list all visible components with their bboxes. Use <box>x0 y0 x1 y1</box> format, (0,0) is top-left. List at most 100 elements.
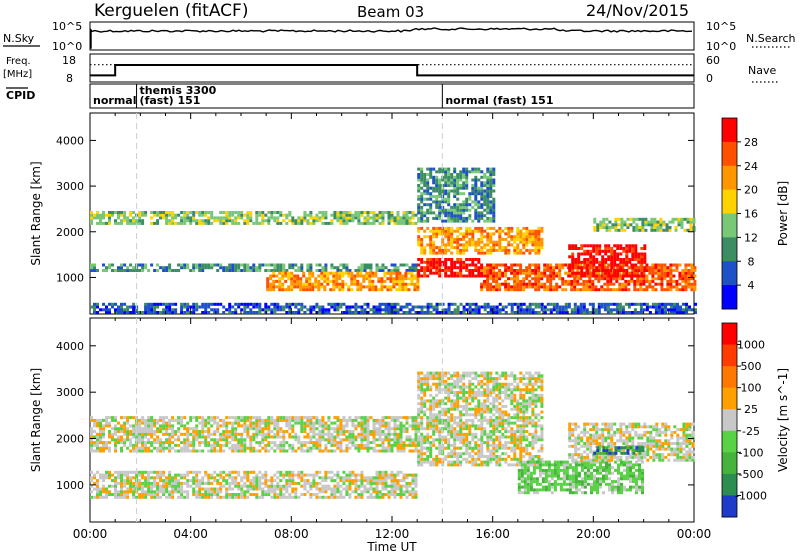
velocity-cell <box>369 493 373 496</box>
velocity-cell <box>273 441 277 445</box>
velocity-cell <box>213 438 217 442</box>
power-cell <box>228 266 232 270</box>
velocity-cell <box>312 479 316 483</box>
velocity-cell <box>366 487 370 491</box>
power-cell <box>396 213 400 217</box>
velocity-cell <box>249 449 253 453</box>
power-cell <box>362 274 366 278</box>
power-cell <box>279 305 283 309</box>
power-cell <box>237 269 241 272</box>
power-cell <box>369 308 373 312</box>
power-cell <box>654 305 658 309</box>
power-cell <box>681 277 685 281</box>
velocity-cell <box>348 470 352 474</box>
power-cell <box>663 266 667 270</box>
power-cell <box>276 219 280 223</box>
power-cell <box>474 269 478 272</box>
power-cell <box>315 269 319 272</box>
power-cell <box>450 226 454 230</box>
power-cell <box>435 302 439 306</box>
velocity-cell <box>138 493 142 496</box>
power-cell <box>599 223 603 227</box>
power-cell <box>574 244 578 248</box>
velocity-cell <box>375 421 379 425</box>
power-cell <box>670 302 673 306</box>
power-cell <box>285 269 289 272</box>
velocity-cell <box>327 418 331 422</box>
power-cell <box>471 167 475 171</box>
power-cell <box>162 216 166 220</box>
power-cell <box>531 311 535 314</box>
velocity-cell <box>387 435 391 439</box>
power-cell <box>670 308 673 312</box>
velocity-cell <box>294 416 298 420</box>
power-cell <box>117 305 120 309</box>
power-cell <box>210 308 214 312</box>
velocity-cell <box>345 449 349 453</box>
power-cell <box>624 311 628 314</box>
power-cell <box>120 305 123 309</box>
velocity-cell <box>105 418 108 422</box>
velocity-cell <box>180 493 184 496</box>
power-cell <box>438 302 442 306</box>
power-cell <box>614 220 618 224</box>
power-cell <box>228 305 232 309</box>
power-cell <box>287 274 291 278</box>
power-cell <box>401 277 405 281</box>
power-cell <box>324 269 328 272</box>
power-cell <box>438 248 442 252</box>
power-cell <box>531 302 535 306</box>
power-cell <box>444 248 448 252</box>
power-cell <box>201 221 205 225</box>
power-cell <box>264 305 268 309</box>
power-cell <box>153 311 157 314</box>
power-cell <box>510 308 514 312</box>
velocity-cell <box>138 427 142 431</box>
power-cell <box>174 213 178 217</box>
power-cell <box>351 216 355 220</box>
power-cell <box>680 223 684 227</box>
power-cell <box>684 263 688 267</box>
power-cell <box>129 213 133 217</box>
power-cell <box>528 248 532 252</box>
velocity-cell <box>243 473 247 477</box>
velocity-cell <box>192 470 196 474</box>
power-cell <box>635 226 639 229</box>
power-cell <box>546 263 550 267</box>
power-cell <box>287 285 291 289</box>
power-cell <box>453 189 457 193</box>
velocity-cell <box>102 432 105 436</box>
power-cell <box>595 258 599 261</box>
power-cell <box>308 279 312 283</box>
power-cell <box>573 279 577 283</box>
velocity-cell <box>156 418 160 422</box>
velocity-cell <box>222 449 226 453</box>
power-cell <box>132 216 136 220</box>
power-cell <box>495 305 499 309</box>
velocity-cell <box>339 430 343 433</box>
velocity-cell <box>222 476 226 480</box>
power-cell <box>153 308 157 312</box>
power-colorbar-swatch <box>722 141 737 167</box>
power-cell <box>650 226 654 229</box>
power-cell <box>333 211 337 214</box>
velocity-cell <box>129 441 133 445</box>
power-cell <box>225 221 229 225</box>
power-cell <box>474 189 478 193</box>
power-cell <box>174 302 178 306</box>
power-cell <box>171 219 175 223</box>
power-cell <box>571 255 575 259</box>
velocity-cell <box>225 473 229 477</box>
velocity-cell <box>165 441 169 445</box>
velocity-cell <box>261 427 265 431</box>
power-cell <box>387 302 391 306</box>
power-cell <box>243 263 247 267</box>
power-cell <box>594 271 598 275</box>
power-cell <box>249 302 253 306</box>
power-cell <box>354 302 358 306</box>
power-cell <box>401 285 405 289</box>
power-cell <box>513 274 517 278</box>
velocity-cell <box>288 493 292 496</box>
power-cell <box>492 248 496 252</box>
velocity-cell <box>234 446 238 450</box>
